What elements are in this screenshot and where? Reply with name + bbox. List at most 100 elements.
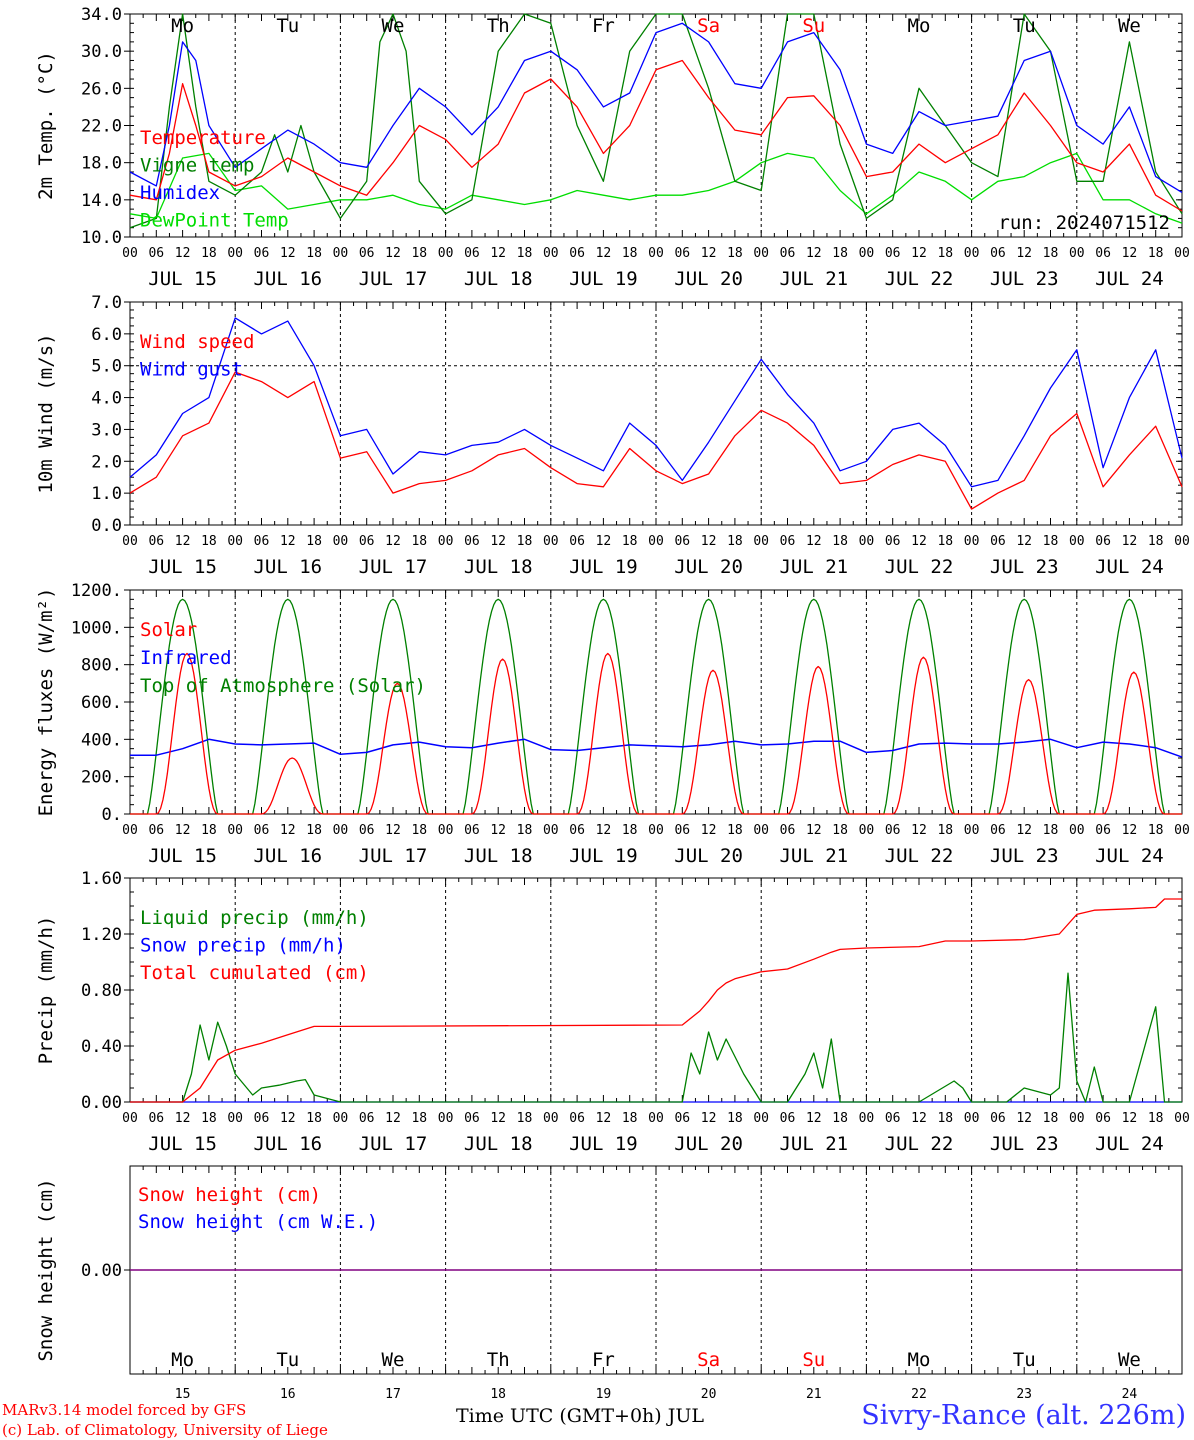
day-number-label: 15 xyxy=(175,1387,191,1400)
time-axis-label: Time UTC (GMT+0h) JUL xyxy=(456,1405,704,1427)
hour-tick-label: 18 xyxy=(201,1111,217,1126)
hour-tick-label: 06 xyxy=(569,534,585,549)
hour-tick-label: 06 xyxy=(359,823,375,838)
hour-tick-label: 12 xyxy=(490,823,506,838)
hour-tick-label: 18 xyxy=(832,1111,848,1126)
legend-entry: Temperature xyxy=(140,127,266,149)
series-line-infrared xyxy=(130,738,1183,758)
series-line-total-precip xyxy=(130,898,1182,1103)
y-tick-label: 22.0 xyxy=(81,117,122,137)
hour-tick-label: 12 xyxy=(280,1111,296,1126)
y-tick-label: 10.0 xyxy=(81,228,122,248)
date-label: JUL 18 xyxy=(464,556,533,578)
weekday-label-bottom: Mo xyxy=(908,1349,931,1371)
date-label: JUL 19 xyxy=(569,556,638,578)
hour-tick-label: 06 xyxy=(1095,1111,1111,1126)
date-label: JUL 24 xyxy=(1095,268,1164,290)
hour-tick-label: 06 xyxy=(780,246,796,261)
hour-tick-label: 18 xyxy=(517,1111,533,1126)
hour-tick-label: 00 xyxy=(648,1111,664,1126)
y-tick-label: 0.80 xyxy=(81,981,122,1001)
hour-tick-label: 12 xyxy=(806,246,822,261)
hour-tick-label: 00 xyxy=(227,246,243,261)
weekday-label-bottom: Tu xyxy=(1013,1349,1036,1371)
day-number-label: 20 xyxy=(701,1387,717,1400)
hour-tick-label: 06 xyxy=(569,1111,585,1126)
hour-tick-label: 12 xyxy=(911,534,927,549)
hour-tick-label: 18 xyxy=(1148,1111,1164,1126)
y-tick-label: 18.0 xyxy=(81,154,122,174)
hour-tick-label: 00 xyxy=(753,534,769,549)
date-label: JUL 19 xyxy=(569,845,638,867)
weekday-label: Tu xyxy=(276,15,299,37)
day-number-label: 24 xyxy=(1122,1387,1138,1400)
hour-tick-label: 12 xyxy=(701,534,717,549)
hour-tick-label: 18 xyxy=(517,823,533,838)
hour-tick-label: 00 xyxy=(438,534,454,549)
hour-tick-label: 18 xyxy=(937,1111,953,1126)
hour-tick-label: 12 xyxy=(596,246,612,261)
hour-tick-label: 06 xyxy=(885,823,901,838)
hour-tick-label: 00 xyxy=(333,534,349,549)
hour-tick-label: 00 xyxy=(122,823,138,838)
hour-tick-label: 12 xyxy=(911,823,927,838)
hour-tick-label: 00 xyxy=(753,246,769,261)
y-axis-label: Snow height (cm) xyxy=(35,1178,57,1361)
series-line-solar xyxy=(130,652,1182,815)
hour-tick-label: 18 xyxy=(727,1111,743,1126)
date-label: JUL 24 xyxy=(1095,1133,1164,1155)
legend-entry: Wind gust xyxy=(140,359,243,381)
date-label: JUL 15 xyxy=(148,1133,217,1155)
weekday-label: Su xyxy=(802,15,825,37)
legend-entry: Liquid precip (mm/h) xyxy=(140,907,369,929)
y-tick-label: 3.0 xyxy=(91,420,122,440)
hour-tick-label: 00 xyxy=(1174,534,1190,549)
series-line-liquid-precip xyxy=(130,972,1182,1103)
hour-tick-label: 12 xyxy=(596,1111,612,1126)
hour-tick-label: 00 xyxy=(227,823,243,838)
y-tick-label: 6.0 xyxy=(91,325,122,345)
y-tick-label: 0. xyxy=(102,805,122,825)
hour-tick-label: 12 xyxy=(806,534,822,549)
hour-tick-label: 18 xyxy=(411,1111,427,1126)
weekday-label: Tu xyxy=(1013,15,1036,37)
hour-tick-label: 06 xyxy=(148,823,164,838)
weekday-label-bottom: Mo xyxy=(171,1349,194,1371)
meteogram: 00 06 12 18 JUL 15 00 06 12 18 JUL 16 00 06 12 18 JUL … xyxy=(35,5,1190,1400)
hour-tick-label: 18 xyxy=(622,246,638,261)
hour-tick-label: 06 xyxy=(464,1111,480,1126)
legend-entry: Wind speed xyxy=(140,331,254,353)
date-label: JUL 20 xyxy=(674,845,743,867)
y-axis-label: Energy fluxes (W/m²) xyxy=(35,588,57,817)
hour-tick-label: 00 xyxy=(648,534,664,549)
hour-tick-label: 18 xyxy=(622,1111,638,1126)
hour-tick-label: 00 xyxy=(859,246,875,261)
hour-tick-label: 12 xyxy=(911,1111,927,1126)
y-tick-label: 30.0 xyxy=(81,42,122,62)
legend-entry: Humidex xyxy=(140,182,220,204)
hour-tick-label: 00 xyxy=(122,1111,138,1126)
hour-tick-label: 00 xyxy=(333,246,349,261)
hour-tick-label: 18 xyxy=(411,534,427,549)
hour-tick-label: 00 xyxy=(964,1111,980,1126)
y-tick-label: 200. xyxy=(81,768,122,788)
hour-tick-label: 18 xyxy=(1043,1111,1059,1126)
hour-tick-label: 06 xyxy=(569,246,585,261)
hour-tick-label: 06 xyxy=(359,246,375,261)
hour-tick-label: 18 xyxy=(832,534,848,549)
hour-tick-label: 18 xyxy=(517,534,533,549)
y-tick-label: 34.0 xyxy=(81,5,122,25)
model-credit: MARv3.14 model forced by GFS xyxy=(2,1401,247,1419)
hour-tick-label: 18 xyxy=(201,246,217,261)
hour-tick-label: 12 xyxy=(385,1111,401,1126)
hour-tick-label: 00 xyxy=(859,1111,875,1126)
legend-entry: Infrared xyxy=(140,647,232,669)
hour-tick-label: 00 xyxy=(333,823,349,838)
legend-entry: DewPoint Temp xyxy=(140,210,289,232)
day-number-label: 19 xyxy=(596,1387,612,1400)
hour-tick-label: 18 xyxy=(727,246,743,261)
hour-tick-label: 06 xyxy=(569,823,585,838)
date-label: JUL 20 xyxy=(674,1133,743,1155)
date-label: JUL 22 xyxy=(885,268,954,290)
date-label: JUL 23 xyxy=(990,556,1059,578)
